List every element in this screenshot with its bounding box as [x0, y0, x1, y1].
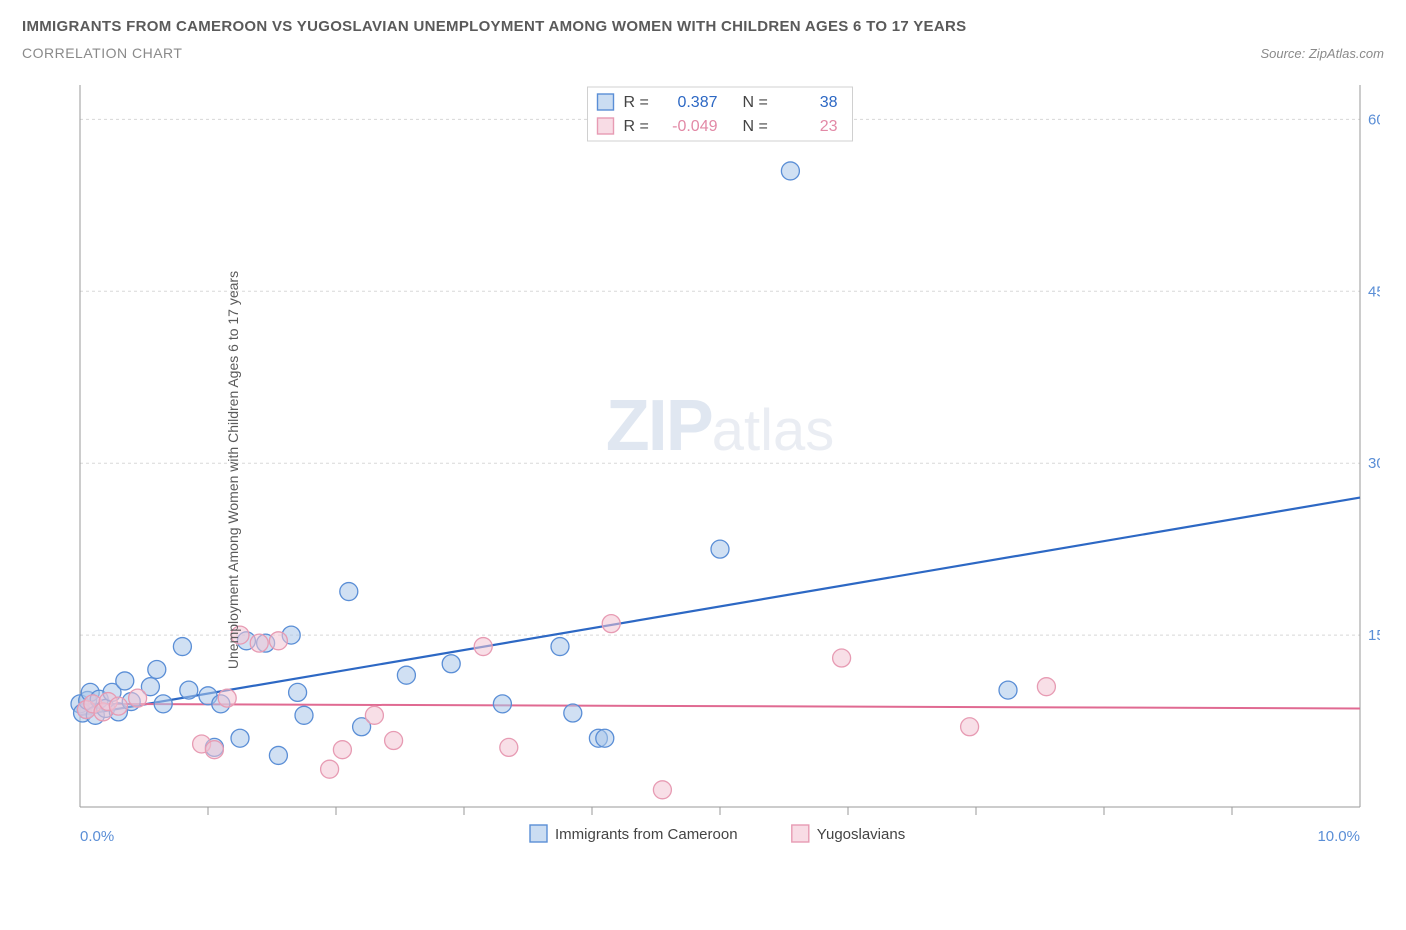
source-prefix: Source: [1260, 46, 1308, 61]
svg-text:0.0%: 0.0% [80, 828, 114, 845]
svg-text:R =: R = [624, 94, 649, 111]
chart-subtitle: CORRELATION CHART [22, 45, 182, 61]
chart-title: IMMIGRANTS FROM CAMEROON VS YUGOSLAVIAN … [22, 18, 1384, 35]
svg-text:30.0%: 30.0% [1368, 455, 1380, 472]
svg-text:23: 23 [820, 118, 838, 135]
svg-text:-0.049: -0.049 [672, 118, 717, 135]
source-name: ZipAtlas.com [1309, 46, 1384, 61]
svg-text:N =: N = [743, 94, 768, 111]
y-axis-label: Unemployment Among Women with Children A… [225, 271, 241, 669]
svg-text:38: 38 [820, 94, 838, 111]
scatter-chart: ZIPatlas 0.0% 10.0% 15.0% 30.0% 45.0% 60.0% R =… [60, 75, 1380, 865]
svg-text:45.0%: 45.0% [1368, 283, 1380, 300]
svg-text:ZIPatlas: ZIPatlas [606, 386, 835, 466]
svg-text:15.0%: 15.0% [1368, 627, 1380, 644]
source-credit: Source: ZipAtlas.com [1260, 46, 1384, 61]
svg-text:0.387: 0.387 [677, 94, 717, 111]
svg-text:60.0%: 60.0% [1368, 111, 1380, 128]
svg-text:Immigrants from Cameroon: Immigrants from Cameroon [555, 826, 738, 843]
subtitle-row: CORRELATION CHART Source: ZipAtlas.com [22, 45, 1384, 61]
svg-text:N =: N = [743, 118, 768, 135]
svg-text:Yugoslavians: Yugoslavians [817, 826, 905, 843]
svg-text:10.0%: 10.0% [1317, 828, 1360, 845]
svg-text:R =: R = [624, 118, 649, 135]
chart-container: Unemployment Among Women with Children A… [60, 75, 1384, 865]
